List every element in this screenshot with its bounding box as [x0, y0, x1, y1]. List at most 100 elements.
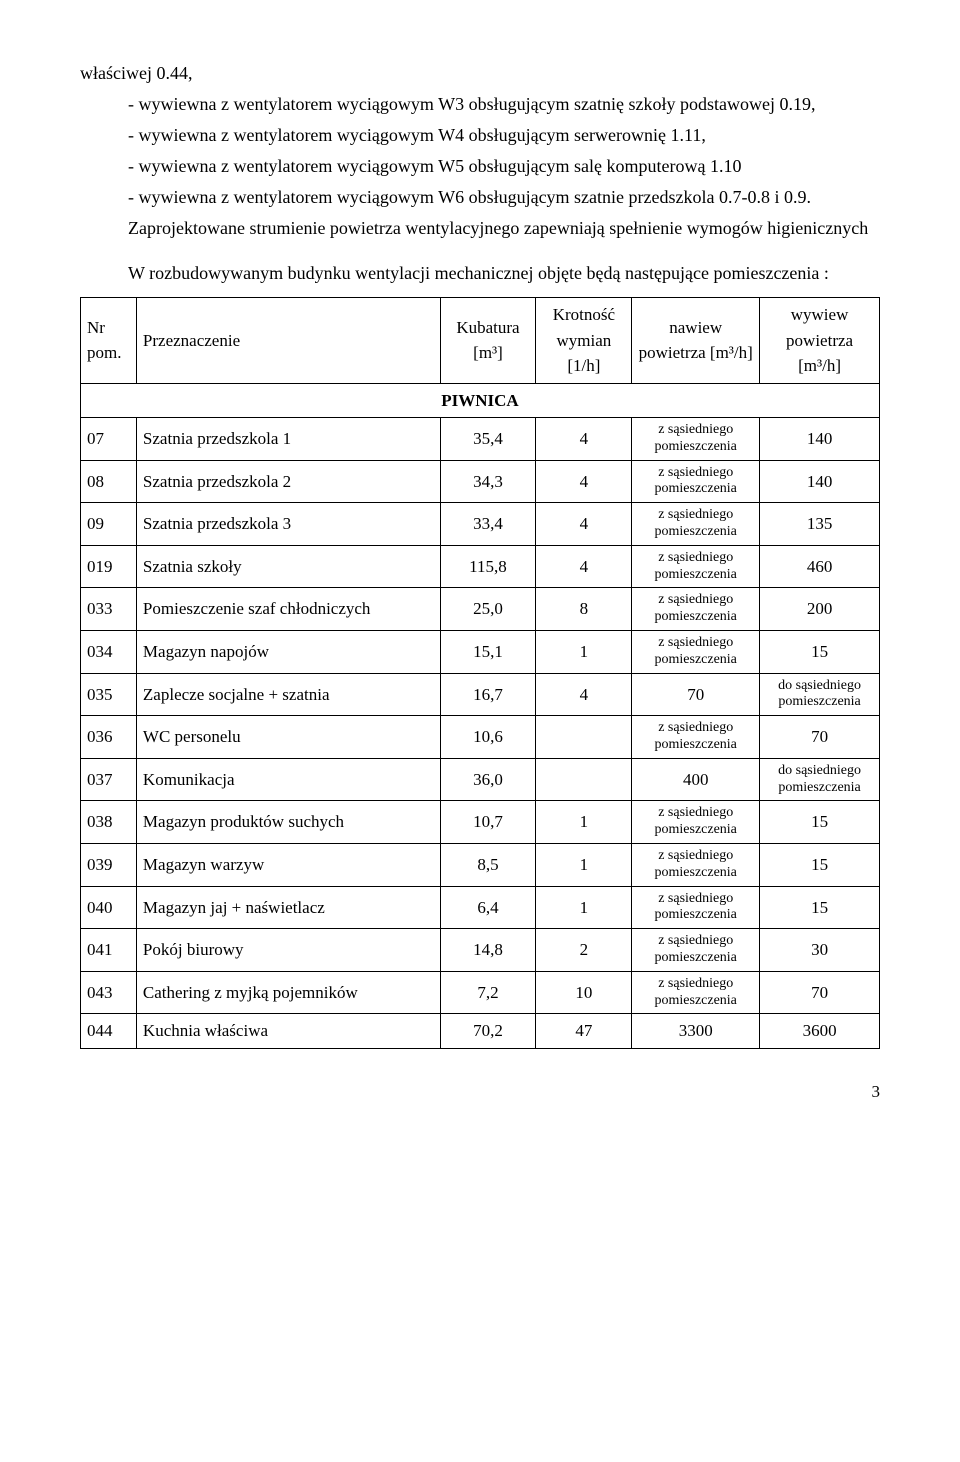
- cell-wywiew: 70: [760, 971, 880, 1014]
- th-nr: Nr pom.: [81, 298, 137, 384]
- cell-kubatura: 70,2: [440, 1014, 536, 1049]
- cell-przeznaczenie: Zaplecze socjalne + szatnia: [136, 673, 440, 716]
- cell-nawiew: z sąsiedniego pomieszczenia: [632, 503, 760, 546]
- cell-nawiew: 3300: [632, 1014, 760, 1049]
- table-row: 041Pokój biurowy14,82z sąsiedniego pomie…: [81, 929, 880, 972]
- cell-nawiew: 70: [632, 673, 760, 716]
- cell-krotnosc: 4: [536, 545, 632, 588]
- cell-kubatura: 15,1: [440, 630, 536, 673]
- table-row: 037Komunikacja36,0 400do sąsiedniego pomi…: [81, 758, 880, 801]
- cell-wywiew: 140: [760, 460, 880, 503]
- table-row: 09Szatnia przedszkola 333,44z sąsiednieg…: [81, 503, 880, 546]
- th-kub: Kubatura [m³]: [440, 298, 536, 384]
- cell-przeznaczenie: Cathering z myjką pojemników: [136, 971, 440, 1014]
- cell-kubatura: 6,4: [440, 886, 536, 929]
- cell-krotnosc: 1: [536, 843, 632, 886]
- cell-wywiew: 15: [760, 843, 880, 886]
- table-row: 043Cathering z myjką pojemników7,210z są…: [81, 971, 880, 1014]
- table-row: 040Magazyn jaj + naświetlacz6,41z sąsied…: [81, 886, 880, 929]
- cell-nawiew: z sąsiedniego pomieszczenia: [632, 886, 760, 929]
- cell-krotnosc: 4: [536, 418, 632, 461]
- cell-przeznaczenie: Szatnia przedszkola 1: [136, 418, 440, 461]
- cell-krotnosc: [536, 716, 632, 759]
- table-row: 039Magazyn warzyw8,51z sąsiedniego pomie…: [81, 843, 880, 886]
- para-line-6: Zaprojektowane strumienie powietrza went…: [80, 215, 880, 242]
- cell-przeznaczenie: Magazyn produktów suchych: [136, 801, 440, 844]
- cell-wywiew: 3600: [760, 1014, 880, 1049]
- para-line-1: właściwej 0.44,: [80, 60, 880, 87]
- cell-nawiew: 400: [632, 758, 760, 801]
- rooms-table: Nr pom. Przeznaczenie Kubatura [m³] Krot…: [80, 297, 880, 1049]
- table-section-row: PIWNICA: [81, 383, 880, 418]
- cell-nr: 036: [81, 716, 137, 759]
- cell-krotnosc: 1: [536, 886, 632, 929]
- cell-nawiew: z sąsiedniego pomieszczenia: [632, 843, 760, 886]
- cell-przeznaczenie: WC personelu: [136, 716, 440, 759]
- section-piwnica: PIWNICA: [81, 383, 880, 418]
- cell-wywiew: 15: [760, 886, 880, 929]
- cell-nawiew: z sąsiedniego pomieszczenia: [632, 588, 760, 631]
- cell-kubatura: 34,3: [440, 460, 536, 503]
- cell-przeznaczenie: Magazyn jaj + naświetlacz: [136, 886, 440, 929]
- para-line-4: - wywiewna z wentylatorem wyciągowym W5 …: [152, 153, 880, 180]
- cell-przeznaczenie: Szatnia przedszkola 2: [136, 460, 440, 503]
- table-row: 033Pomieszczenie szaf chłodniczych25,08z…: [81, 588, 880, 631]
- cell-kubatura: 10,7: [440, 801, 536, 844]
- cell-przeznaczenie: Komunikacja: [136, 758, 440, 801]
- cell-nr: 040: [81, 886, 137, 929]
- cell-wywiew: 15: [760, 630, 880, 673]
- cell-przeznaczenie: Pokój biurowy: [136, 929, 440, 972]
- cell-nr: 035: [81, 673, 137, 716]
- cell-nawiew: z sąsiedniego pomieszczenia: [632, 971, 760, 1014]
- cell-nr: 039: [81, 843, 137, 886]
- cell-nr: 08: [81, 460, 137, 503]
- page-number: 3: [80, 1079, 880, 1105]
- cell-kubatura: 35,4: [440, 418, 536, 461]
- cell-przeznaczenie: Szatnia przedszkola 3: [136, 503, 440, 546]
- cell-nr: 041: [81, 929, 137, 972]
- table-row: 036WC personelu10,6 z sąsiedniego pomiesz…: [81, 716, 880, 759]
- cell-wywiew: 70: [760, 716, 880, 759]
- cell-krotnosc: [536, 758, 632, 801]
- table-header-row: Nr pom. Przeznaczenie Kubatura [m³] Krot…: [81, 298, 880, 384]
- cell-nr: 07: [81, 418, 137, 461]
- cell-nr: 044: [81, 1014, 137, 1049]
- cell-kubatura: 115,8: [440, 545, 536, 588]
- cell-kubatura: 10,6: [440, 716, 536, 759]
- cell-wywiew: do sąsiedniego pomieszczenia: [760, 758, 880, 801]
- cell-nawiew: z sąsiedniego pomieszczenia: [632, 418, 760, 461]
- cell-nr: 033: [81, 588, 137, 631]
- cell-wywiew: 460: [760, 545, 880, 588]
- table-row: 044Kuchnia właściwa70,24733003600: [81, 1014, 880, 1049]
- cell-nr: 034: [81, 630, 137, 673]
- cell-wywiew: 30: [760, 929, 880, 972]
- cell-wywiew: 15: [760, 801, 880, 844]
- cell-nr: 043: [81, 971, 137, 1014]
- cell-krotnosc: 8: [536, 588, 632, 631]
- cell-nawiew: z sąsiedniego pomieszczenia: [632, 929, 760, 972]
- cell-kubatura: 36,0: [440, 758, 536, 801]
- cell-nr: 038: [81, 801, 137, 844]
- table-row: 034Magazyn napojów15,11z sąsiedniego pom…: [81, 630, 880, 673]
- cell-krotnosc: 1: [536, 801, 632, 844]
- para-line-2: - wywiewna z wentylatorem wyciągowym W3 …: [152, 91, 880, 118]
- table-row: 019Szatnia szkoły115,84z sąsiedniego pom…: [81, 545, 880, 588]
- cell-nawiew: z sąsiedniego pomieszczenia: [632, 716, 760, 759]
- para-line-7: W rozbudowywanym budynku wentylacji mech…: [80, 260, 880, 287]
- para-line-3: - wywiewna z wentylatorem wyciągowym W4 …: [152, 122, 880, 149]
- cell-krotnosc: 47: [536, 1014, 632, 1049]
- th-prz: Przeznaczenie: [136, 298, 440, 384]
- cell-nr: 037: [81, 758, 137, 801]
- cell-krotnosc: 2: [536, 929, 632, 972]
- cell-nr: 09: [81, 503, 137, 546]
- cell-kubatura: 16,7: [440, 673, 536, 716]
- th-krot: Krotność wymian [1/h]: [536, 298, 632, 384]
- cell-przeznaczenie: Szatnia szkoły: [136, 545, 440, 588]
- cell-wywiew: 135: [760, 503, 880, 546]
- cell-wywiew: do sąsiedniego pomieszczenia: [760, 673, 880, 716]
- cell-nr: 019: [81, 545, 137, 588]
- cell-krotnosc: 10: [536, 971, 632, 1014]
- para-line-5: - wywiewna z wentylatorem wyciągowym W6 …: [152, 184, 880, 211]
- cell-wywiew: 200: [760, 588, 880, 631]
- cell-kubatura: 8,5: [440, 843, 536, 886]
